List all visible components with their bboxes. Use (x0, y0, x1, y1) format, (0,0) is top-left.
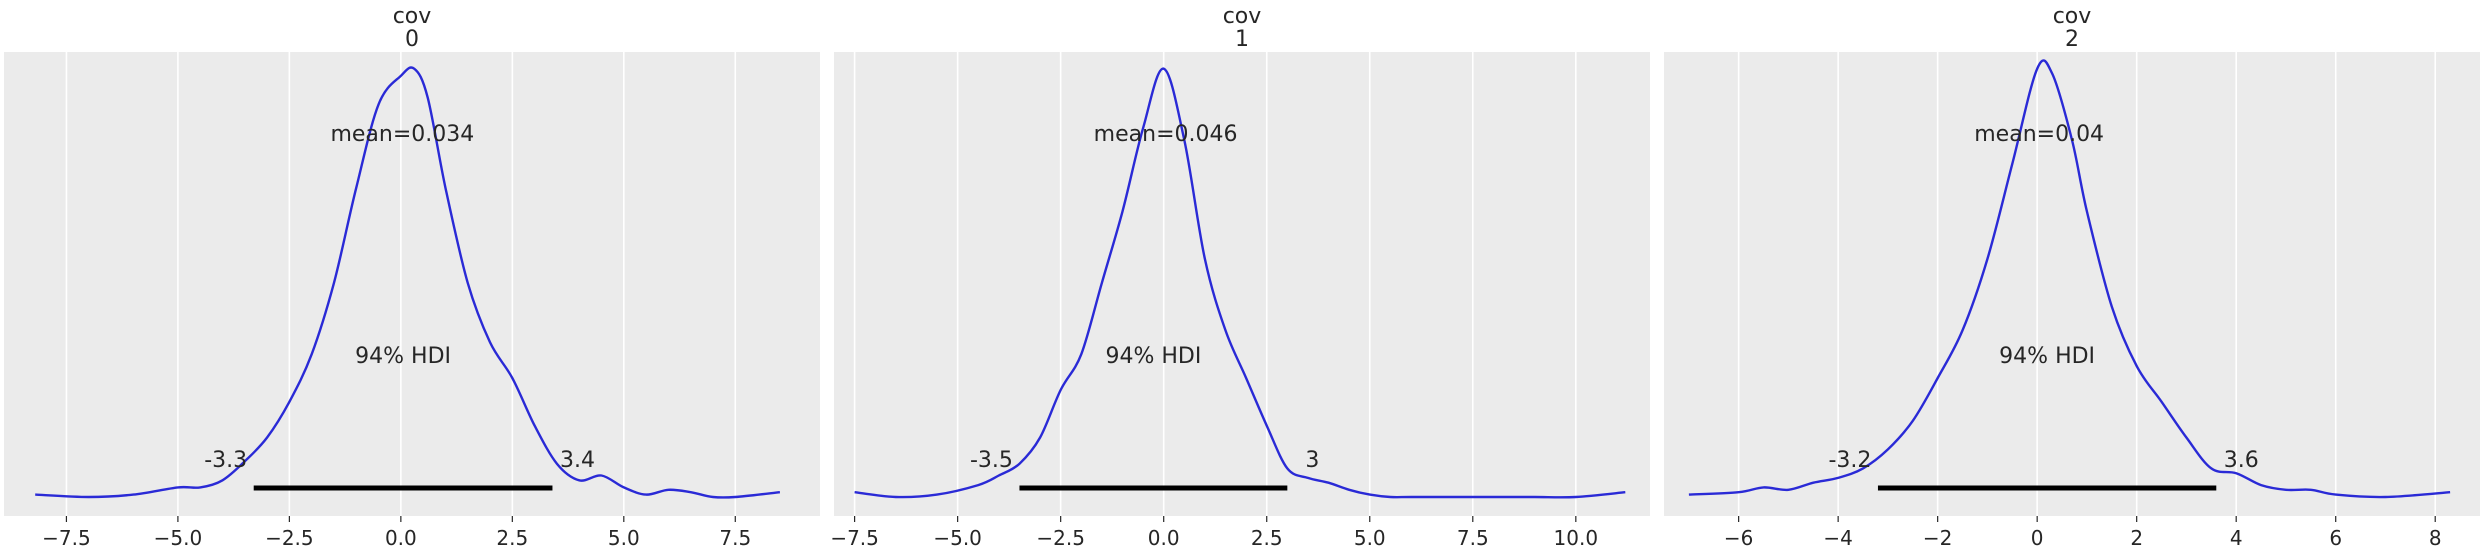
hdi-prob-label: 94% HDI (1999, 344, 2095, 369)
panel-title-line-1: cov (2053, 4, 2092, 29)
x-tick-label: −5.0 (933, 526, 982, 550)
panel-background (4, 52, 820, 516)
panel-background (1664, 52, 2480, 516)
hdi-upper-label: 3.4 (560, 448, 595, 473)
x-tick-label: 7.5 (1457, 526, 1489, 550)
subplot-cov-0: −7.5 −5.0 −2.5 0.0 2.5 5.0 7.5 cov 0 mean=0.03… (4, 4, 820, 550)
x-tick-label: 7.5 (719, 526, 751, 550)
x-tick-label: 5.0 (1354, 526, 1386, 550)
panel-title-line-2: 1 (1235, 27, 1249, 52)
x-tick-label: 8 (2429, 526, 2442, 550)
hdi-upper-label: 3 (1305, 448, 1319, 473)
hdi-prob-label: 94% HDI (355, 344, 451, 369)
hdi-lower-label: -3.5 (970, 448, 1013, 473)
x-tick-label: 2.5 (1251, 526, 1283, 550)
subplot-cov-1: −7.5 −5.0 −2.5 0.0 2.5 5.0 7.5 10.0 cov 1 mean=… (830, 4, 1650, 550)
mean-label: mean=0.046 (1094, 122, 1238, 147)
x-tick-label: −7.5 (42, 526, 91, 550)
x-tick-label: 0 (2031, 526, 2044, 550)
x-tick-label: 0.0 (1148, 526, 1180, 550)
x-tick-label: −4 (1823, 526, 1852, 550)
x-tick-label: 6 (2329, 526, 2342, 550)
subplot-cov-2: −6 −4 −2 0 2 4 6 8 cov 2 mean=0.04 94% HDI -3.2… (1664, 4, 2480, 550)
hdi-lower-label: -3.3 (204, 448, 247, 473)
hdi-lower-label: -3.2 (1828, 448, 1871, 473)
grid (853, 52, 1577, 516)
x-tick-label: 2.5 (496, 526, 528, 550)
x-axis-ticks: −7.5 −5.0 −2.5 0.0 2.5 5.0 7.5 (42, 516, 751, 550)
x-axis-ticks: −6 −4 −2 0 2 4 6 8 (1724, 516, 2442, 550)
density-line (854, 67, 1626, 499)
x-tick-label: −2.5 (265, 526, 314, 550)
density-line (35, 66, 781, 499)
x-tick-label: −2.5 (1036, 526, 1085, 550)
grid (1737, 52, 2437, 516)
panel-background (834, 52, 1650, 516)
x-tick-label: 5.0 (608, 526, 640, 550)
panel-title-line-1: cov (1223, 4, 1262, 29)
x-tick-label: −5.0 (154, 526, 203, 550)
x-tick-label: 10.0 (1554, 526, 1599, 550)
panel-title-line-2: 0 (405, 27, 419, 52)
panel-title-line-1: cov (393, 4, 432, 29)
mean-label: mean=0.034 (330, 122, 474, 147)
x-tick-label: −6 (1724, 526, 1753, 550)
grid (65, 52, 737, 516)
mean-label: mean=0.04 (1974, 122, 2104, 147)
hdi-prob-label: 94% HDI (1105, 344, 1201, 369)
panel-title-line-2: 2 (2065, 27, 2079, 52)
x-tick-label: −2 (1923, 526, 1952, 550)
x-tick-label: 0.0 (385, 526, 417, 550)
x-tick-label: −7.5 (830, 526, 879, 550)
hdi-upper-label: 3.6 (2224, 448, 2259, 473)
x-tick-label: 4 (2230, 526, 2243, 550)
x-tick-label: 2 (2130, 526, 2143, 550)
density-line (1688, 59, 2451, 499)
x-axis-ticks: −7.5 −5.0 −2.5 0.0 2.5 5.0 7.5 10.0 (830, 516, 1598, 550)
